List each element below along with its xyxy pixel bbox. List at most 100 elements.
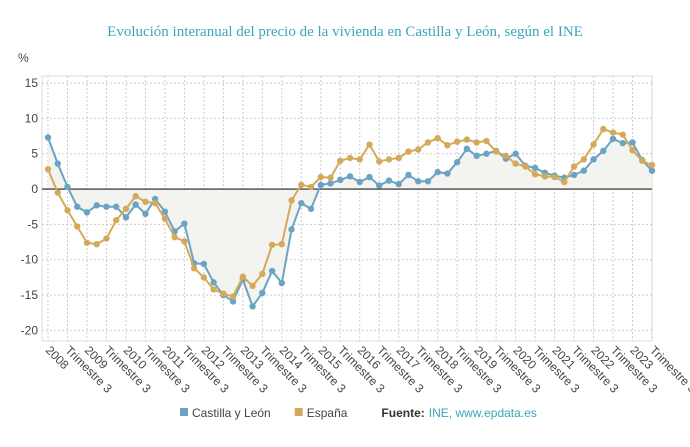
point: [317, 181, 324, 189]
point: [463, 136, 471, 143]
point: [171, 233, 178, 241]
point: [376, 182, 383, 189]
point: [181, 220, 188, 227]
point: [473, 139, 480, 146]
point: [512, 150, 519, 157]
point: [229, 293, 237, 300]
point: [590, 156, 597, 163]
point: [356, 178, 363, 186]
y-tick-label: 0: [31, 182, 38, 196]
y-tick-label: -15: [21, 288, 39, 302]
point: [629, 147, 636, 154]
point: [590, 141, 597, 148]
y-axis-label: %: [18, 51, 29, 65]
point: [405, 148, 412, 155]
point: [648, 167, 656, 174]
point: [405, 171, 412, 179]
point: [385, 156, 393, 163]
point: [414, 178, 422, 185]
point: [366, 141, 373, 148]
point: [190, 265, 198, 272]
point: [444, 142, 451, 149]
point: [54, 189, 61, 196]
point: [609, 135, 617, 143]
y-tick-label: 10: [25, 111, 39, 125]
point: [531, 164, 539, 172]
point: [259, 289, 266, 297]
point: [619, 139, 626, 147]
point: [600, 147, 607, 155]
point: [288, 226, 295, 233]
point: [210, 286, 217, 293]
point: [366, 173, 373, 181]
point: [151, 200, 159, 207]
point: [639, 157, 646, 164]
legend: Castilla y León España: [180, 406, 348, 420]
point: [44, 166, 52, 173]
point: [395, 154, 402, 162]
point: [424, 139, 432, 146]
series-line: [47, 137, 653, 309]
point: [268, 241, 276, 249]
point: [376, 158, 383, 165]
point: [473, 152, 480, 160]
source-label: Fuente:: [381, 406, 424, 420]
point: [346, 173, 354, 180]
point: [395, 180, 402, 188]
legend-label: España: [307, 406, 348, 420]
point: [561, 178, 568, 186]
point: [278, 279, 286, 287]
y-tick-label: 15: [25, 76, 39, 90]
legend-swatch: [180, 408, 188, 416]
point: [541, 173, 549, 180]
point: [307, 183, 315, 191]
point: [327, 180, 334, 187]
y-tick-label: -5: [27, 217, 38, 231]
point: [74, 223, 81, 230]
point: [44, 134, 52, 141]
point: [502, 152, 510, 160]
point: [356, 156, 363, 163]
point: [132, 201, 139, 208]
point: [337, 157, 344, 164]
point: [288, 197, 295, 204]
point: [483, 150, 490, 157]
point: [298, 200, 305, 207]
legend-swatch: [294, 408, 303, 416]
point: [600, 125, 607, 133]
point: [434, 134, 441, 142]
point: [83, 239, 91, 246]
point: [142, 198, 149, 205]
point: [200, 274, 208, 281]
point: [54, 160, 61, 167]
point: [249, 282, 256, 290]
point: [239, 273, 247, 280]
point: [83, 209, 91, 216]
point: [317, 173, 324, 181]
point: [580, 156, 588, 163]
point: [551, 173, 558, 181]
point: [570, 171, 578, 179]
point: [278, 240, 286, 248]
point: [327, 174, 334, 181]
point: [259, 270, 266, 278]
point: [220, 290, 227, 297]
point: [64, 183, 71, 191]
point: [648, 161, 656, 169]
point: [112, 203, 120, 210]
point: [483, 137, 490, 145]
point: [210, 279, 217, 286]
point: [93, 240, 100, 248]
chart-title: Evolución interanual del precio de la vi…: [107, 24, 583, 40]
point: [161, 208, 169, 215]
point: [122, 205, 130, 213]
point: [200, 260, 208, 268]
point: [512, 160, 519, 167]
point: [434, 168, 441, 176]
point: [580, 167, 588, 174]
point: [531, 171, 539, 178]
area: [48, 137, 652, 307]
point: [64, 207, 71, 214]
point: [103, 203, 110, 210]
